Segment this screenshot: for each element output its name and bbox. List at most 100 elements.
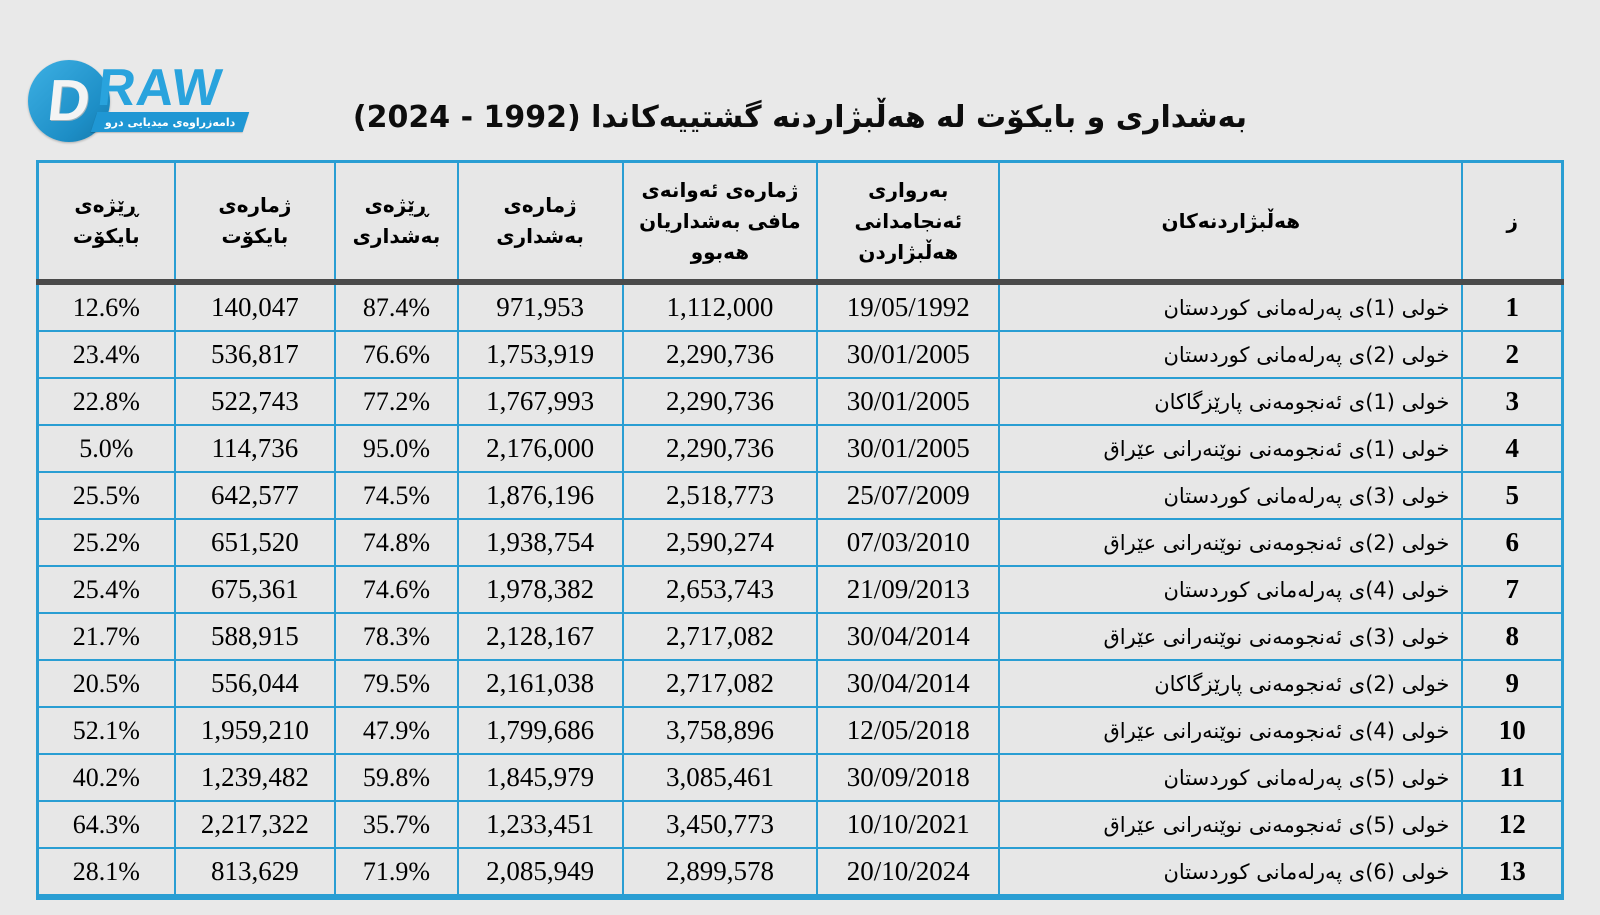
eligible-voters-cell: 3,085,461 <box>621 753 819 802</box>
boycott-count-header: ژمارەی بایکۆت <box>173 160 337 285</box>
participation-rate-cell: 77.2% <box>334 377 459 426</box>
participation-count-cell: 1,753,919 <box>456 330 624 379</box>
row-number-cell: 11 <box>1461 753 1564 802</box>
participation-count-cell: 2,128,167 <box>456 612 624 661</box>
boycott-count-cell: 1,959,210 <box>173 706 337 755</box>
eligible-voters-cell: 2,899,578 <box>621 847 819 898</box>
boycott-rate-cell: 64.3% <box>36 800 176 849</box>
participation-rate-cell: 79.5% <box>334 659 459 708</box>
table-row: 6 خولی (2)ی ئەنجومەنی نوێنەرانی عێراق 07/0… <box>36 518 1564 567</box>
boycott-rate-cell: 22.8% <box>36 377 176 426</box>
participation-rate-cell: 78.3% <box>334 612 459 661</box>
table-row: 10 خولی (4)ی ئەنجومەنی نوێنەرانی عێراق 12/… <box>36 706 1564 755</box>
table-row: 13 خولی (6)ی پەرلەمانی کوردستان 20/10/2024… <box>36 847 1564 898</box>
participation-rate-cell: 95.0% <box>334 424 459 473</box>
participation-rate-cell: 74.8% <box>334 518 459 567</box>
boycott-rate-header: ڕێژەی بایکۆت <box>36 160 176 285</box>
boycott-rate-cell: 28.1% <box>36 847 176 898</box>
boycott-count-cell: 1,239,482 <box>173 753 337 802</box>
eligible-voters-cell: 2,290,736 <box>621 424 819 473</box>
row-number-cell: 9 <box>1461 659 1564 708</box>
participation-count-cell: 1,876,196 <box>456 471 624 520</box>
election-date-cell: 30/04/2014 <box>816 612 1001 661</box>
boycott-count-cell: 588,915 <box>173 612 337 661</box>
table-row: 2 خولی (2)ی پەرلەمانی کوردستان 30/01/2005 2… <box>36 330 1564 379</box>
boycott-rate-cell: 21.7% <box>36 612 176 661</box>
election-name-cell: خولی (5)ی ئەنجومەنی نوێنەرانی عێراق <box>998 800 1464 849</box>
participation-rate-cell: 74.5% <box>334 471 459 520</box>
election-date-cell: 20/10/2024 <box>816 847 1001 898</box>
election-name-cell: خولی (2)ی پەرلەمانی کوردستان <box>998 330 1464 379</box>
row-number-cell: 4 <box>1461 424 1564 473</box>
table-row: 11 خولی (5)ی پەرلەمانی کوردستان 30/09/2018… <box>36 753 1564 802</box>
table-header-row: ز هەڵبژاردنەکان بەرواری ئەنجامدانی هەڵبژار… <box>36 160 1564 285</box>
boycott-count-cell: 651,520 <box>173 518 337 567</box>
row-number-cell: 3 <box>1461 377 1564 426</box>
boycott-rate-cell: 23.4% <box>36 330 176 379</box>
election-name-cell: خولی (5)ی پەرلەمانی کوردستان <box>998 753 1464 802</box>
table-row: 1 خولی (1)ی پەرلەمانی کوردستان 19/05/1992 1… <box>36 281 1564 332</box>
election-date-cell: 30/09/2018 <box>816 753 1001 802</box>
boycott-count-cell: 522,743 <box>173 377 337 426</box>
table-row: 4 خولی (1)ی ئەنجومەنی نوێنەرانی عێراق 30/0… <box>36 424 1564 473</box>
election-name-cell: خولی (4)ی ئەنجومەنی نوێنەرانی عێراق <box>998 706 1464 755</box>
eligible-voters-cell: 1,112,000 <box>621 281 819 332</box>
participation-count-cell: 1,799,686 <box>456 706 624 755</box>
election-name-cell: خولی (4)ی پەرلەمانی کوردستان <box>998 565 1464 614</box>
election-name-cell: خولی (1)ی پەرلەمانی کوردستان <box>998 281 1464 332</box>
election-date-cell: 30/01/2005 <box>816 330 1001 379</box>
participation-count-cell: 1,233,451 <box>456 800 624 849</box>
election-name-cell: خولی (3)ی پەرلەمانی کوردستان <box>998 471 1464 520</box>
election-date-cell: 21/09/2013 <box>816 565 1001 614</box>
election-date-cell: 10/10/2021 <box>816 800 1001 849</box>
eligible-voters-cell: 2,290,736 <box>621 377 819 426</box>
election-date-cell: 19/05/1992 <box>816 281 1001 332</box>
election-date-cell: 12/05/2018 <box>816 706 1001 755</box>
row-number-cell: 1 <box>1461 281 1564 332</box>
table-row: 12 خولی (5)ی ئەنجومەنی نوێنەرانی عێراق 10/… <box>36 800 1564 849</box>
participation-rate-header: ڕێژەی بەشداری <box>334 160 459 285</box>
election-date-cell: 30/04/2014 <box>816 659 1001 708</box>
table-row: 8 خولی (3)ی ئەنجومەنی نوێنەرانی عێراق 30/0… <box>36 612 1564 661</box>
page-title: بەشداری و بایکۆت لە هەڵبژاردنە گشتییەکان… <box>352 100 1248 135</box>
election-name-cell: خولی (2)ی ئەنجومەنی پارێزگاکان <box>998 659 1464 708</box>
participation-count-cell: 2,085,949 <box>456 847 624 898</box>
boycott-count-cell: 675,361 <box>173 565 337 614</box>
row-number-cell: 8 <box>1461 612 1564 661</box>
participation-count-cell: 2,176,000 <box>456 424 624 473</box>
boycott-count-cell: 642,577 <box>173 471 337 520</box>
row-number-header: ز <box>1461 160 1564 285</box>
participation-rate-cell: 71.9% <box>334 847 459 898</box>
boycott-count-cell: 813,629 <box>173 847 337 898</box>
participation-rate-cell: 47.9% <box>334 706 459 755</box>
eligible-voters-cell: 2,290,736 <box>621 330 819 379</box>
table-row: 3 خولی (1)ی ئەنجومەنی پارێزگاکان 30/01/200… <box>36 377 1564 426</box>
elections-table: ز هەڵبژاردنەکان بەرواری ئەنجامدانی هەڵبژار… <box>36 160 1564 900</box>
boycott-rate-cell: 20.5% <box>36 659 176 708</box>
eligible-voters-cell: 2,518,773 <box>621 471 819 520</box>
row-number-cell: 10 <box>1461 706 1564 755</box>
election-date-cell: 30/01/2005 <box>816 377 1001 426</box>
table-row: 5 خولی (3)ی پەرلەمانی کوردستان 25/07/2009 2… <box>36 471 1564 520</box>
table-row: 7 خولی (4)ی پەرلەمانی کوردستان 21/09/2013 2… <box>36 565 1564 614</box>
eligible-voters-cell: 2,653,743 <box>621 565 819 614</box>
row-number-cell: 2 <box>1461 330 1564 379</box>
eligible-voters-cell: 3,450,773 <box>621 800 819 849</box>
row-number-cell: 13 <box>1461 847 1564 898</box>
participation-count-header: ژمارەی بەشداری <box>456 160 624 285</box>
row-number-cell: 5 <box>1461 471 1564 520</box>
participation-count-cell: 971,953 <box>456 281 624 332</box>
row-number-cell: 12 <box>1461 800 1564 849</box>
table-header: ز هەڵبژاردنەکان بەرواری ئەنجامدانی هەڵبژار… <box>36 160 1564 285</box>
participation-rate-cell: 59.8% <box>334 753 459 802</box>
boycott-rate-cell: 12.6% <box>36 281 176 332</box>
eligible-voters-cell: 2,717,082 <box>621 659 819 708</box>
election-date-cell: 25/07/2009 <box>816 471 1001 520</box>
boycott-rate-cell: 52.1% <box>36 706 176 755</box>
table-row: 9 خولی (2)ی ئەنجومەنی پارێزگاکان 30/04/201… <box>36 659 1564 708</box>
participation-rate-cell: 87.4% <box>334 281 459 332</box>
eligible-voters-cell: 2,717,082 <box>621 612 819 661</box>
boycott-count-cell: 556,044 <box>173 659 337 708</box>
participation-count-cell: 1,845,979 <box>456 753 624 802</box>
boycott-rate-cell: 40.2% <box>36 753 176 802</box>
